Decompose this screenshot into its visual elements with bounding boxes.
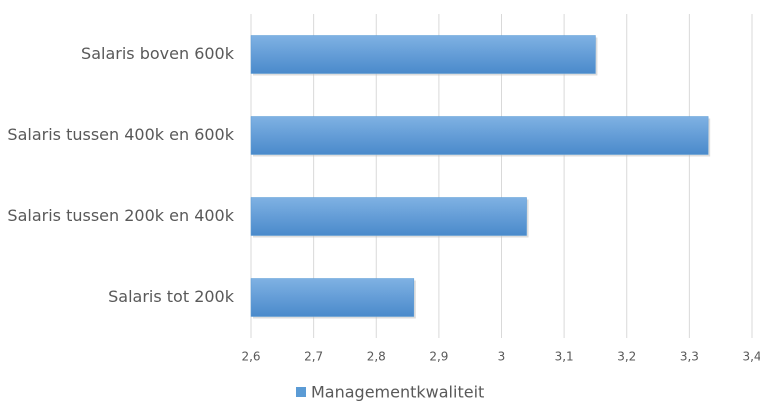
x-tick-label: 3,1 [555,350,574,364]
y-tick-label: Salaris tussen 200k en 400k [7,206,234,225]
x-tick-label: 3,3 [680,350,699,364]
y-tick-label: Salaris boven 600k [81,44,235,63]
y-tick-label: Salaris tot 200k [108,287,235,306]
y-tick-label: Salaris tussen 400k en 600k [7,125,234,144]
bar [250,35,596,74]
x-tick-label: 3,2 [617,350,636,364]
x-tick-label: 2,7 [304,350,323,364]
x-tick-label: 3 [498,350,506,364]
bar [250,197,527,236]
legend-swatch [296,387,306,397]
bar [250,278,415,317]
x-tick-label: 2,9 [429,350,448,364]
bar [250,116,709,155]
x-tick-label: 3,4 [742,350,760,364]
x-tick-label: 2,8 [367,350,386,364]
legend-label: Managementkwaliteit [311,383,484,401]
x-tick-label: 2,6 [241,350,260,364]
